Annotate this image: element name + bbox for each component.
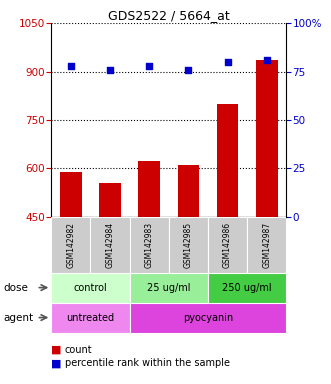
Text: dose: dose	[3, 283, 28, 293]
Text: GSM142985: GSM142985	[184, 222, 193, 268]
Text: GSM142984: GSM142984	[106, 222, 115, 268]
Text: untreated: untreated	[67, 313, 115, 323]
Bar	[138, 161, 160, 217]
Text: control: control	[73, 283, 107, 293]
Text: GSM142983: GSM142983	[145, 222, 154, 268]
Text: GSM142982: GSM142982	[67, 222, 75, 268]
Point	[107, 66, 113, 73]
Text: 250 ug/ml: 250 ug/ml	[222, 283, 272, 293]
Title: GDS2522 / 5664_at: GDS2522 / 5664_at	[108, 9, 230, 22]
Bar	[178, 165, 199, 217]
Text: 25 ug/ml: 25 ug/ml	[147, 283, 191, 293]
Bar	[51, 273, 130, 303]
Point	[264, 57, 269, 63]
Bar	[51, 303, 130, 333]
Text: GSM142986: GSM142986	[223, 222, 232, 268]
Point	[225, 59, 230, 65]
Bar	[217, 104, 238, 217]
Text: ■: ■	[51, 345, 62, 355]
Text: GSM142987: GSM142987	[262, 222, 271, 268]
Bar	[130, 303, 286, 333]
Bar	[169, 217, 208, 273]
Bar	[130, 273, 208, 303]
Text: count: count	[65, 345, 92, 355]
Bar	[256, 60, 277, 217]
Bar	[90, 217, 130, 273]
Bar	[130, 217, 169, 273]
Bar	[99, 183, 121, 217]
Text: ■: ■	[51, 358, 62, 368]
Bar	[60, 172, 82, 217]
Point	[68, 63, 73, 69]
Bar	[208, 273, 286, 303]
Point	[147, 63, 152, 69]
Point	[186, 66, 191, 73]
Text: percentile rank within the sample: percentile rank within the sample	[65, 358, 229, 368]
Text: pyocyanin: pyocyanin	[183, 313, 233, 323]
Bar	[247, 217, 286, 273]
Bar	[208, 217, 247, 273]
Text: agent: agent	[3, 313, 33, 323]
Bar	[51, 217, 90, 273]
